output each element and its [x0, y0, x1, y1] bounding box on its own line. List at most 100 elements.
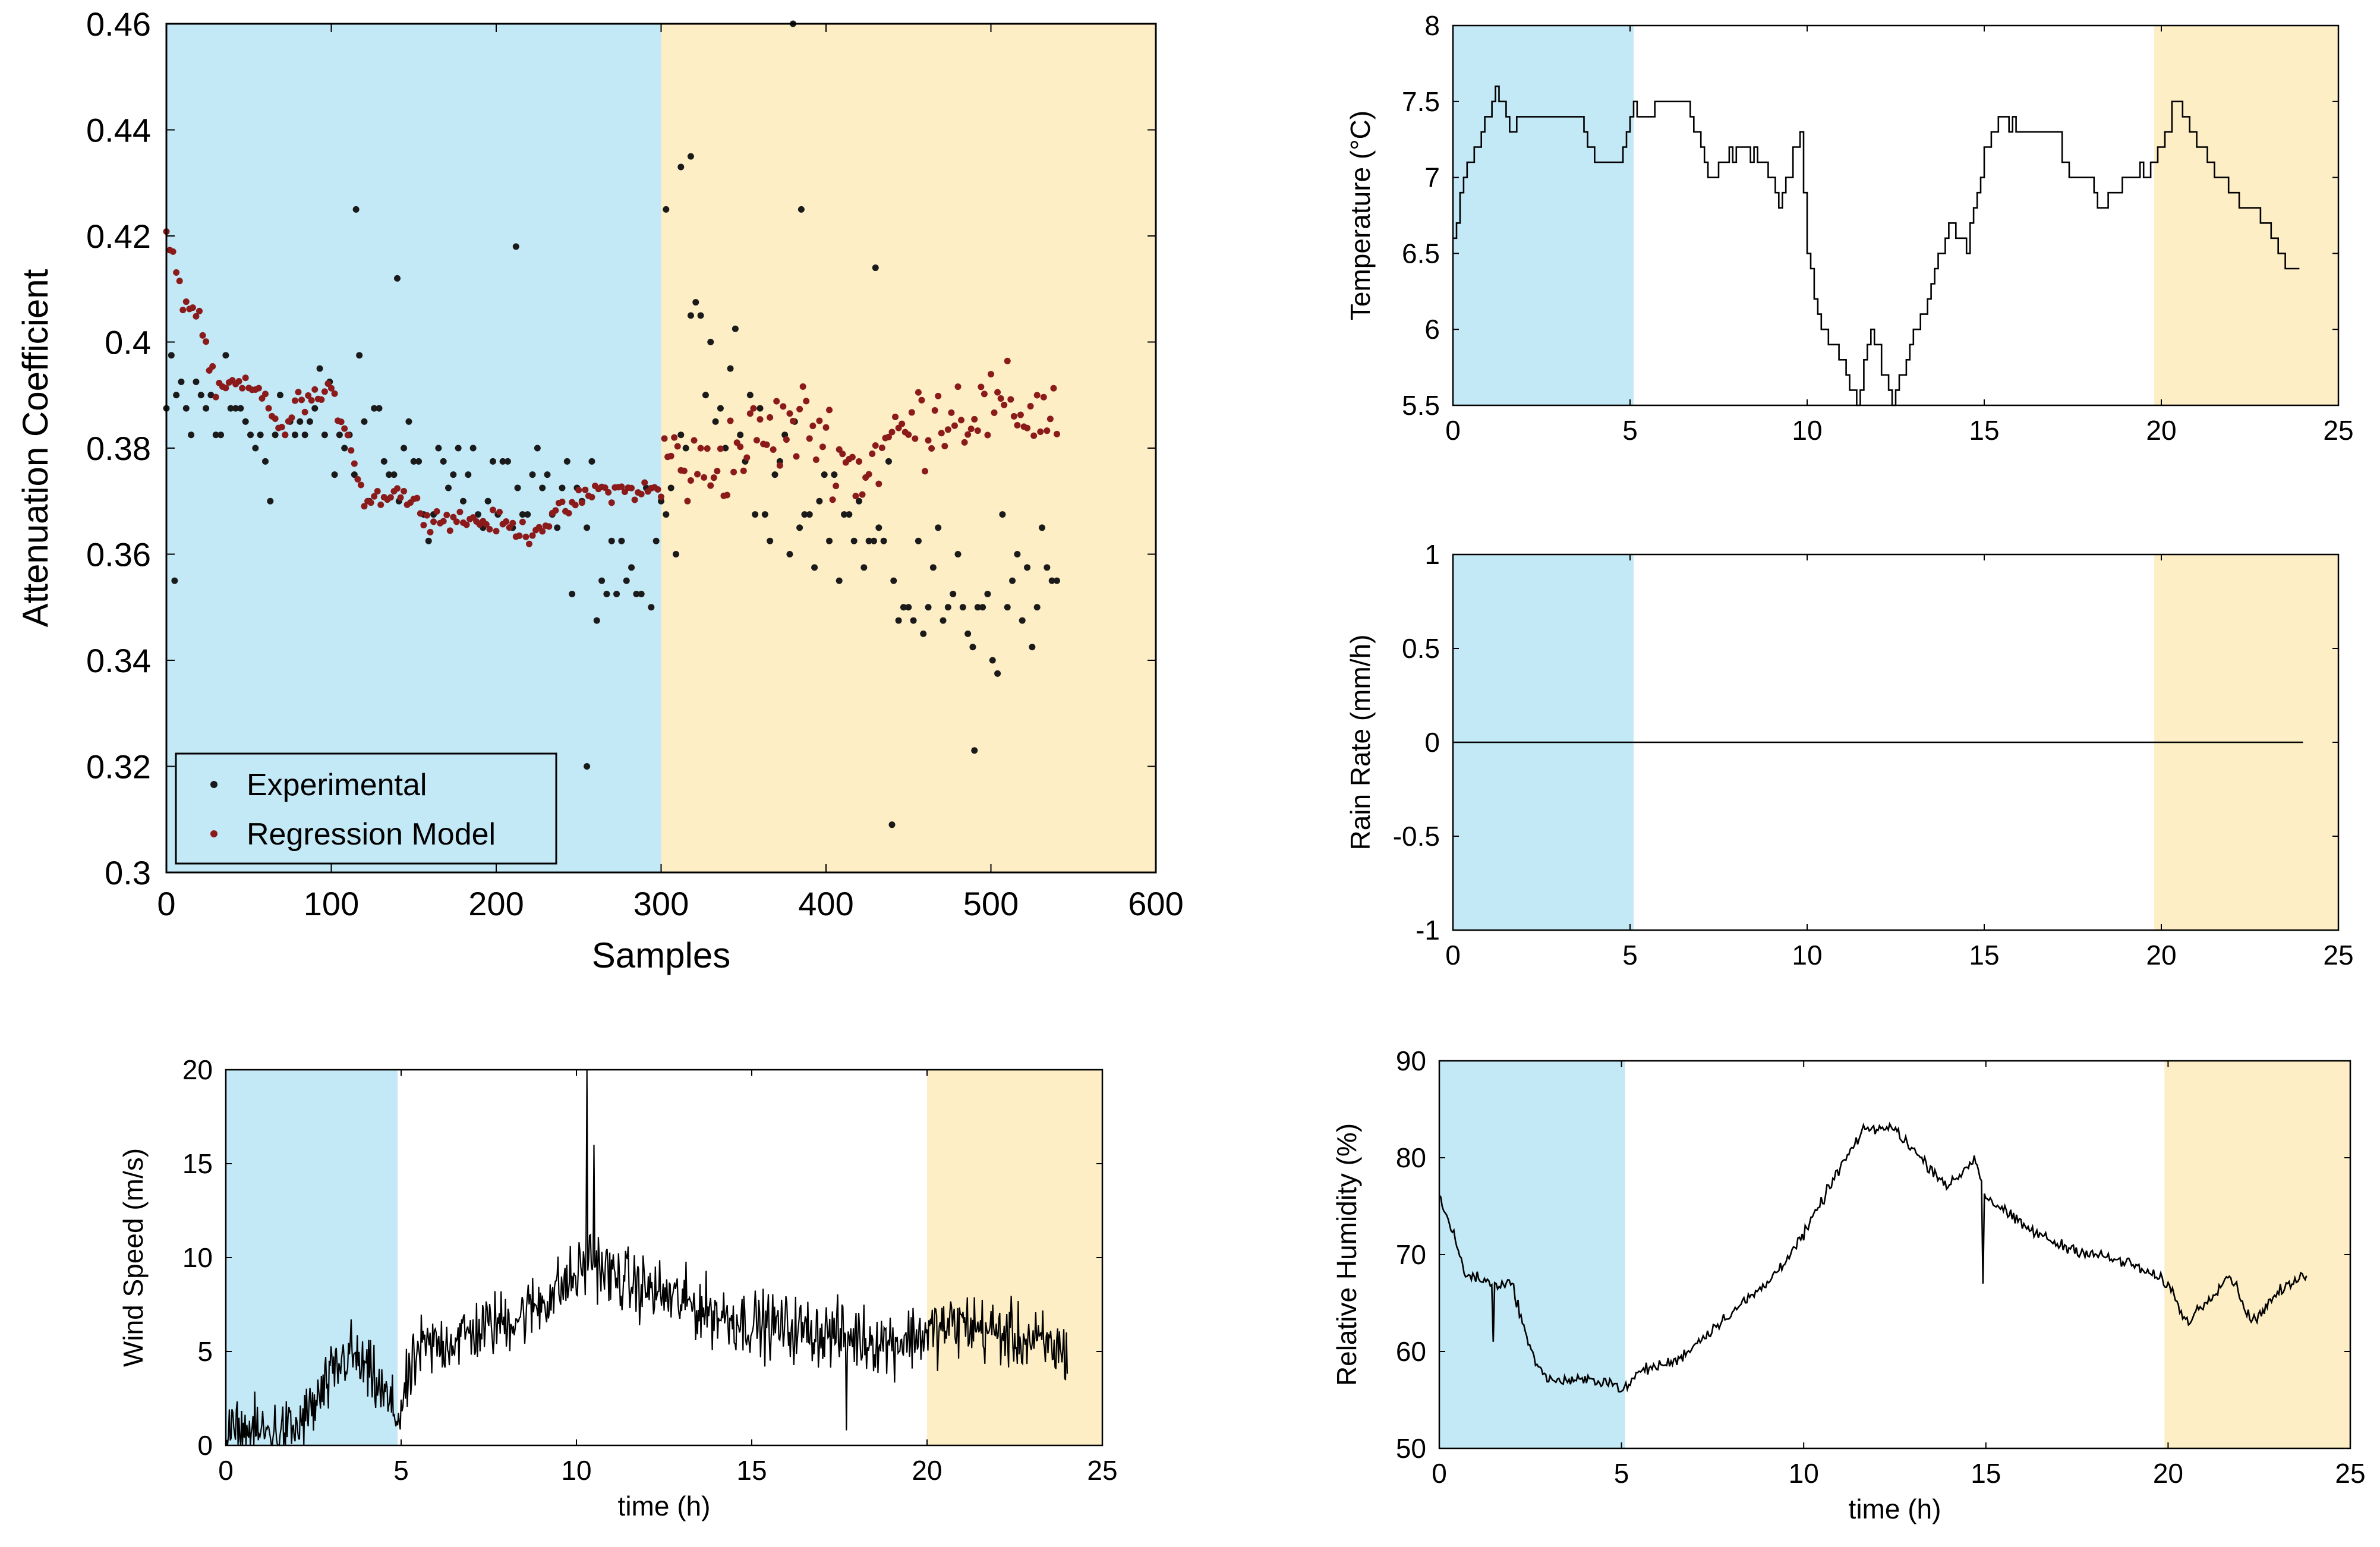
experimental-point: [746, 392, 754, 399]
regression-point: [856, 458, 862, 465]
experimental-point: [652, 537, 660, 544]
regression-point: [628, 484, 635, 491]
y-axis-ticks: 50 60 70 80 90: [1396, 1045, 2350, 1464]
regression-point: [767, 414, 774, 421]
x-axis-label: Samples: [592, 935, 730, 975]
x-tick-label: 20: [2146, 415, 2176, 446]
experimental-point: [1004, 604, 1011, 611]
x-tick-label: 20: [2146, 940, 2176, 971]
regression-point: [301, 408, 308, 415]
x-tick-label: 10: [1792, 415, 1822, 446]
regression-point: [582, 486, 589, 493]
regression-point: [925, 437, 932, 444]
regression-point: [572, 502, 579, 509]
regression-point: [262, 390, 269, 398]
experimental-point: [761, 511, 768, 518]
experimental-point: [276, 392, 283, 399]
experimental-point: [950, 590, 957, 597]
experimental-point: [727, 365, 734, 372]
regression-point: [938, 430, 945, 437]
regression-point: [179, 307, 187, 314]
experimental-point: [979, 604, 986, 611]
regression-point: [1004, 357, 1011, 364]
regression-point: [928, 445, 935, 452]
regression-point: [971, 415, 978, 423]
x-tick-label: 15: [1971, 1458, 2001, 1489]
regression-point: [446, 527, 453, 534]
experimental-point: [797, 206, 805, 213]
experimental-point: [850, 537, 858, 544]
experimental-point: [351, 471, 358, 478]
x-tick-label: 15: [1969, 940, 1999, 971]
legend: Experimental Regression Model: [175, 752, 557, 865]
regression-point: [964, 431, 972, 438]
experimental-point: [242, 418, 249, 425]
regression-point: [915, 389, 922, 396]
regression-point: [331, 390, 338, 397]
y-tick-label: 0.3: [105, 854, 151, 891]
regression-point: [1027, 402, 1034, 409]
experimental-point: [663, 206, 670, 213]
experimental-point: [638, 590, 645, 597]
regression-point: [865, 471, 872, 478]
experimental-point: [331, 471, 338, 478]
regression-point: [242, 374, 249, 382]
experimental-point: [207, 392, 215, 399]
regression-point: [908, 409, 915, 416]
regression-point: [351, 460, 358, 467]
regression-point: [991, 409, 998, 416]
regression-point: [809, 423, 817, 430]
regression-point: [753, 437, 760, 444]
x-tick-label: 25: [2323, 415, 2353, 446]
x-tick-label: 5: [393, 1455, 409, 1486]
experimental-point: [321, 431, 328, 439]
x-tick-label: 20: [2153, 1458, 2183, 1489]
regression-point: [387, 494, 394, 501]
experimental-point: [529, 471, 536, 478]
training-region: [226, 1070, 398, 1445]
regression-point: [259, 395, 266, 402]
x-tick-label: 25: [2323, 940, 2353, 971]
regression-point: [694, 471, 701, 478]
experimental-point: [677, 431, 685, 439]
experimental-point: [544, 471, 551, 478]
x-tick-label: 5: [1622, 940, 1638, 971]
x-tick-label: 200: [468, 885, 524, 922]
experimental-point: [900, 604, 907, 611]
regression-point: [783, 436, 790, 443]
regression-point: [819, 443, 826, 450]
experimental-point: [415, 458, 423, 465]
experimental-point: [465, 471, 472, 478]
regression-point: [516, 532, 523, 539]
regression-point: [291, 397, 298, 404]
training-region: [166, 24, 661, 872]
experimental-point: [974, 604, 981, 611]
regression-point: [892, 413, 899, 420]
y-tick-label: 50: [1396, 1433, 1426, 1464]
legend-box: [175, 752, 557, 865]
x-tick-label: 5: [1614, 1458, 1629, 1489]
regression-point: [780, 403, 787, 410]
experimental-point: [846, 511, 853, 518]
regression-point: [1050, 385, 1057, 392]
experimental-point: [554, 524, 561, 531]
experimental-point: [801, 511, 808, 518]
regression-point: [1046, 415, 1054, 423]
x-tick-label: 5: [1622, 415, 1638, 446]
regression-point: [790, 418, 796, 425]
regression-point: [255, 385, 262, 392]
experimental-point: [593, 617, 600, 624]
regression-point: [328, 385, 335, 392]
regression-point: [182, 298, 190, 305]
regression-point: [658, 493, 664, 500]
plot-frame: [1452, 24, 2340, 407]
experimental-point: [1039, 524, 1046, 531]
regression-point: [661, 435, 668, 442]
experimental-point: [569, 590, 576, 597]
regression-point: [503, 518, 510, 525]
experimental-point: [474, 511, 481, 518]
y-tick-label: 20: [182, 1054, 213, 1085]
x-axis-ticks: 0 5 10 15 20 25: [1445, 554, 2354, 971]
experimental-point: [865, 537, 872, 544]
experimental-point: [1024, 564, 1031, 571]
